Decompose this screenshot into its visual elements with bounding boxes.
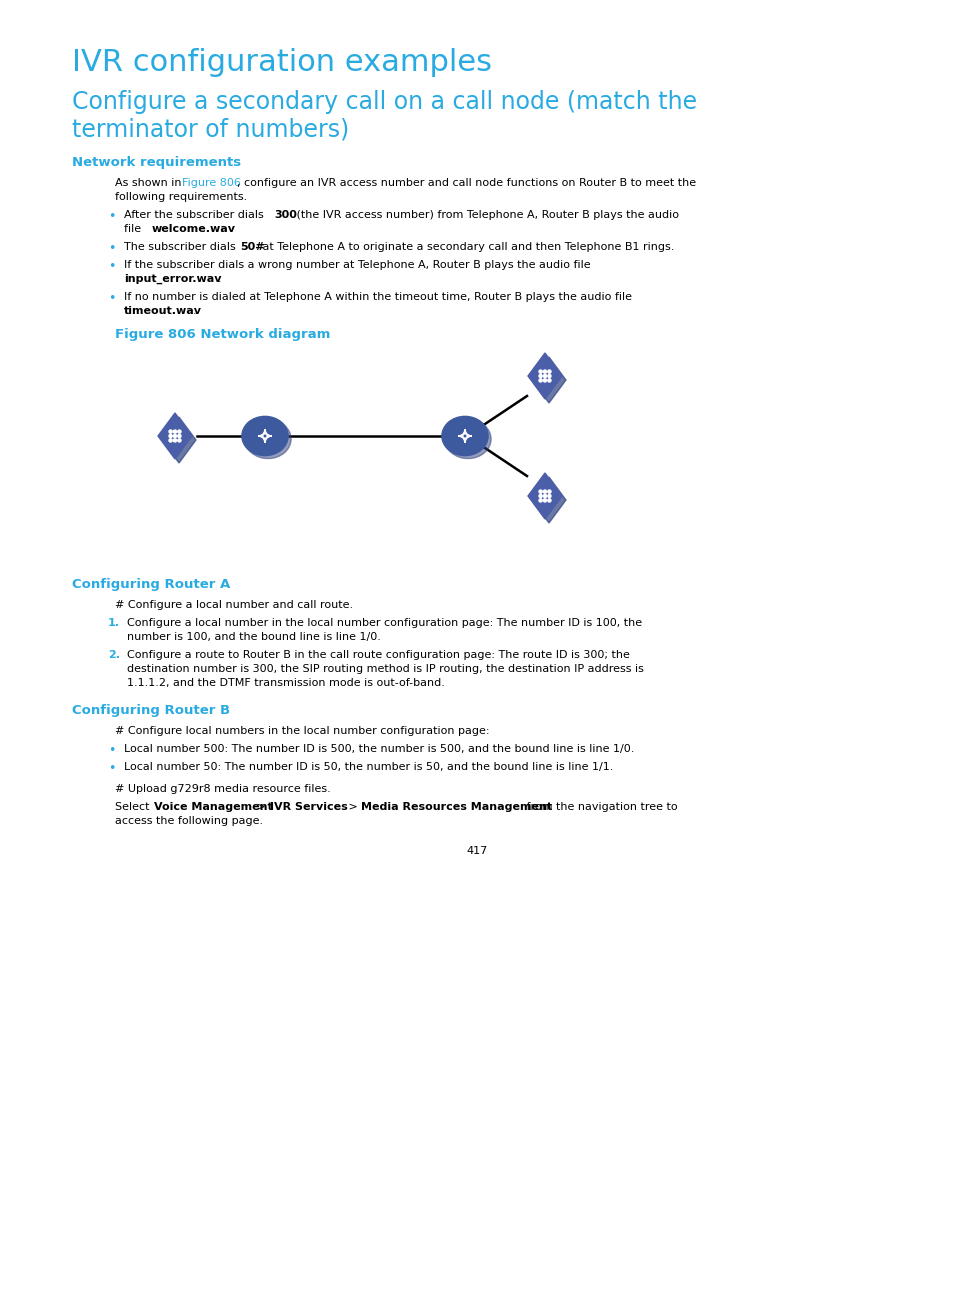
Text: 417: 417 [466,846,487,855]
Text: 1.1.1.2, and the DTMF transmission mode is out-of-band.: 1.1.1.2, and the DTMF transmission mode … [127,678,444,688]
Polygon shape [527,473,561,518]
Text: •: • [108,292,115,305]
Text: •: • [108,210,115,223]
Text: If the subscriber dials a wrong number at Telephone A, Router B plays the audio : If the subscriber dials a wrong number a… [124,260,590,270]
Circle shape [169,434,172,438]
Text: following requirements.: following requirements. [115,192,247,202]
Text: (the IVR access number) from Telephone A, Router B plays the audio: (the IVR access number) from Telephone A… [293,210,678,220]
Circle shape [538,369,541,373]
Circle shape [538,499,541,502]
Text: •: • [108,762,115,775]
Text: 2.: 2. [108,651,120,660]
Text: Configure a route to Router B in the call route configuration page: The route ID: Configure a route to Router B in the cal… [127,651,629,660]
Text: destination number is 300, the SIP routing method is IP routing, the destination: destination number is 300, the SIP routi… [127,664,643,674]
Circle shape [547,369,551,373]
Circle shape [547,494,551,498]
Text: 50#: 50# [240,242,265,251]
Circle shape [538,375,541,377]
Polygon shape [162,417,195,463]
Text: Local number 50: The number ID is 50, the number is 50, and the bound line is li: Local number 50: The number ID is 50, th… [124,762,613,772]
Text: number is 100, and the bound line is line 1/0.: number is 100, and the bound line is lin… [127,632,380,642]
Polygon shape [532,477,565,524]
Circle shape [169,430,172,433]
Text: If no number is dialed at Telephone A within the timeout time, Router B plays th: If no number is dialed at Telephone A wi… [124,292,631,302]
Text: input_error.wav: input_error.wav [124,273,221,284]
Circle shape [538,494,541,498]
Circle shape [177,434,181,438]
Circle shape [547,375,551,377]
Circle shape [547,490,551,494]
Text: •: • [108,260,115,273]
Text: Configure a secondary call on a call node (match the: Configure a secondary call on a call nod… [71,89,697,114]
Text: Media Resources Management: Media Resources Management [361,802,552,813]
Text: IVR configuration examples: IVR configuration examples [71,48,492,76]
Text: at Telephone A to originate a secondary call and then Telephone B1 rings.: at Telephone A to originate a secondary … [259,242,674,251]
Circle shape [169,439,172,442]
Text: access the following page.: access the following page. [115,816,263,826]
Text: welcome.wav: welcome.wav [152,224,235,235]
Text: >: > [253,802,270,813]
Circle shape [543,375,546,377]
Text: After the subscriber dials: After the subscriber dials [124,210,267,220]
Ellipse shape [444,420,491,459]
Circle shape [538,490,541,494]
Text: Configure a local number in the local number configuration page: The number ID i: Configure a local number in the local nu… [127,618,641,629]
Text: timeout.wav: timeout.wav [124,306,202,316]
Circle shape [177,430,181,433]
Text: ROUTER: ROUTER [252,459,277,464]
Text: .: . [193,306,196,316]
Text: from the navigation tree to: from the navigation tree to [522,802,678,813]
Ellipse shape [245,420,291,459]
Circle shape [173,434,176,438]
Text: IVR Services: IVR Services [270,802,348,813]
Circle shape [538,378,541,382]
Circle shape [543,378,546,382]
Circle shape [543,490,546,494]
Circle shape [173,439,176,442]
Text: •: • [108,242,115,255]
Circle shape [177,439,181,442]
Text: .: . [217,273,221,284]
Circle shape [543,369,546,373]
Text: # Upload g729r8 media resource files.: # Upload g729r8 media resource files. [115,784,331,794]
Text: Select: Select [115,802,152,813]
Circle shape [543,499,546,502]
Text: file: file [124,224,145,235]
Text: ROUTER: ROUTER [452,459,477,464]
Text: # Configure a local number and call route.: # Configure a local number and call rout… [115,600,353,610]
Text: Figure 806 Network diagram: Figure 806 Network diagram [115,328,330,341]
Text: The subscriber dials: The subscriber dials [124,242,239,251]
Text: As shown in: As shown in [115,178,185,188]
Text: Network requirements: Network requirements [71,156,241,168]
Text: .: . [220,224,224,235]
Circle shape [547,499,551,502]
Text: 300: 300 [274,210,296,220]
Circle shape [173,430,176,433]
Text: terminator of numbers): terminator of numbers) [71,118,349,143]
Text: Configuring Router A: Configuring Router A [71,578,230,591]
Text: Configuring Router B: Configuring Router B [71,704,230,717]
Ellipse shape [242,416,288,456]
Text: •: • [108,744,115,757]
Circle shape [543,494,546,498]
Text: Voice Management: Voice Management [153,802,273,813]
Text: # Configure local numbers in the local number configuration page:: # Configure local numbers in the local n… [115,726,489,736]
Polygon shape [532,356,565,403]
Ellipse shape [441,416,488,456]
Text: >: > [344,802,360,813]
Text: Figure 806: Figure 806 [181,178,240,188]
Polygon shape [527,353,561,399]
Text: Local number 500: The number ID is 500, the number is 500, and the bound line is: Local number 500: The number ID is 500, … [124,744,634,754]
Text: 1.: 1. [108,618,120,629]
Text: , configure an IVR access number and call node functions on Router B to meet the: , configure an IVR access number and cal… [237,178,696,188]
Circle shape [547,378,551,382]
Polygon shape [158,413,192,459]
